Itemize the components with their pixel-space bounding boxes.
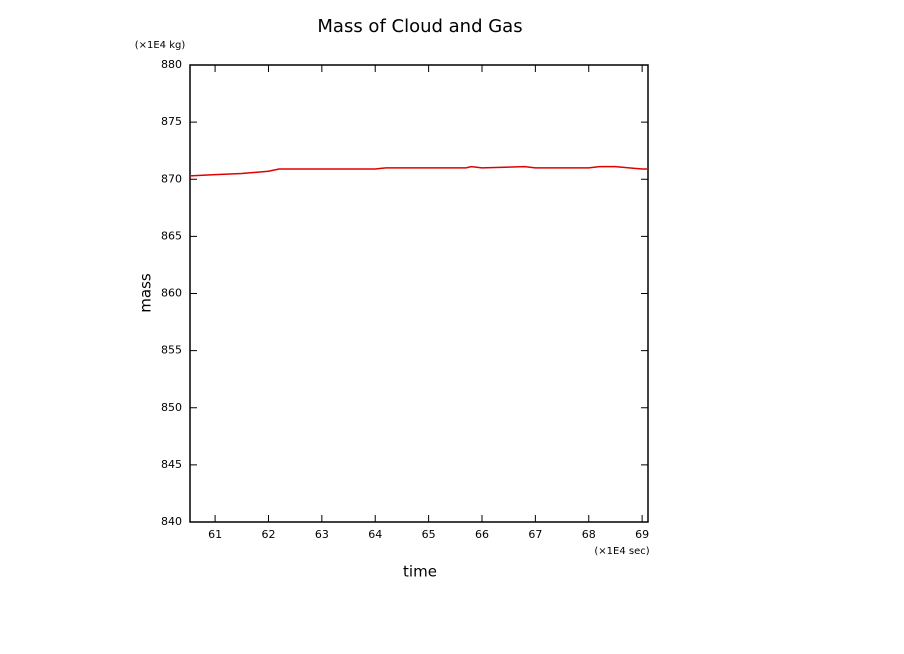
y-tick-label: 870: [161, 172, 182, 185]
chart-title: Mass of Cloud and Gas: [317, 16, 522, 37]
y-tick-label: 875: [161, 115, 182, 128]
x-axis-label: time: [403, 563, 437, 581]
x-tick-label: 64: [368, 528, 382, 541]
y-tick-label: 860: [161, 287, 182, 300]
x-unit: (×1E4 sec): [594, 546, 649, 557]
y-tick-label: 840: [161, 515, 182, 528]
x-tick-label: 69: [635, 528, 649, 541]
y-unit: (×1E4 kg): [135, 40, 186, 51]
y-tick-label: 865: [161, 229, 182, 242]
y-tick-label: 880: [161, 58, 182, 71]
y-tick-label: 845: [161, 458, 182, 471]
y-tick-label: 855: [161, 344, 182, 357]
x-tick-label: 63: [315, 528, 329, 541]
plot-frame: [189, 64, 649, 523]
x-tick-label: 67: [528, 528, 542, 541]
x-tick-label: 62: [261, 528, 275, 541]
x-tick-label: 65: [422, 528, 436, 541]
x-tick-label: 68: [582, 528, 596, 541]
y-axis-label: mass: [137, 273, 155, 313]
y-tick-label: 850: [161, 401, 182, 414]
x-tick-label: 61: [208, 528, 222, 541]
data-line: [189, 165, 648, 177]
x-tick-label: 66: [475, 528, 489, 541]
